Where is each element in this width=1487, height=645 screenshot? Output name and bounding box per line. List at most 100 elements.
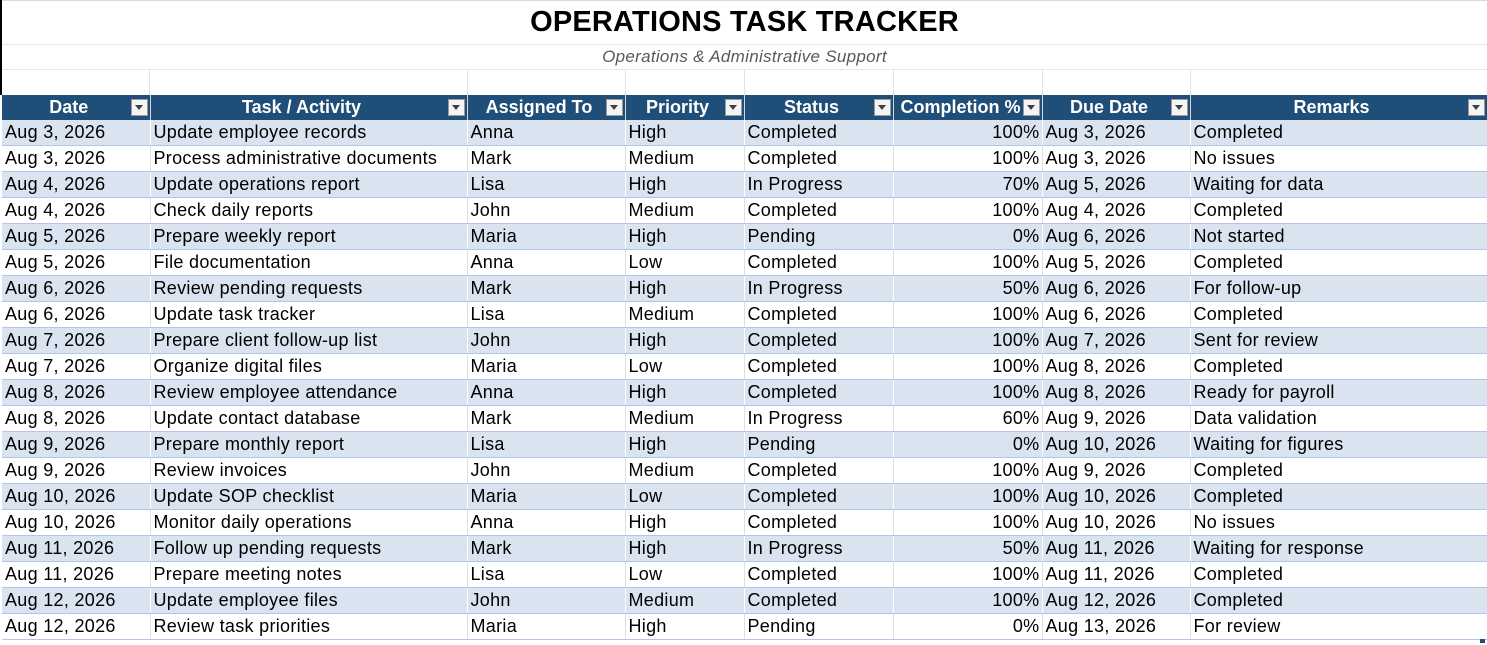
cell-priority[interactable]: High [625,509,745,536]
cell-task[interactable]: Update contact database [150,405,468,432]
cell-status[interactable]: In Progress [744,171,894,198]
cell-assigned[interactable]: John [467,587,626,614]
column-header-status[interactable]: Status [744,95,894,120]
cell-task[interactable]: Prepare client follow-up list [150,327,468,354]
column-header-completion[interactable]: Completion % [893,95,1043,120]
cell-task[interactable]: Prepare weekly report [150,223,468,250]
cell-status[interactable]: Completed [744,509,894,536]
cell-completion[interactable]: 70% [893,171,1043,198]
cell-completion[interactable]: 0% [893,613,1043,640]
cell-status[interactable]: Completed [744,353,894,380]
cell-date[interactable]: Aug 3, 2026 [2,145,151,172]
cell-assigned[interactable]: John [467,457,626,484]
cell-priority[interactable]: Low [625,561,745,588]
cell-assigned[interactable]: Maria [467,613,626,640]
cell-assigned[interactable]: Mark [467,145,626,172]
cell-status[interactable]: Completed [744,561,894,588]
cell-task[interactable]: Process administrative documents [150,145,468,172]
cell-due-date[interactable]: Aug 10, 2026 [1042,483,1191,510]
cell-status[interactable]: In Progress [744,535,894,562]
cell-date[interactable]: Aug 4, 2026 [2,171,151,198]
cell-task[interactable]: Update employee files [150,587,468,614]
cell-due-date[interactable]: Aug 11, 2026 [1042,561,1191,588]
cell-remarks[interactable]: Completed [1190,120,1487,146]
cell-due-date[interactable]: Aug 9, 2026 [1042,457,1191,484]
cell-remarks[interactable]: Completed [1190,353,1487,380]
cell-priority[interactable]: Medium [625,587,745,614]
cell-priority[interactable]: Medium [625,145,745,172]
column-header-assigned[interactable]: Assigned To [467,95,626,120]
cell-status[interactable]: Completed [744,301,894,328]
cell-task[interactable]: Review task priorities [150,613,468,640]
cell-due-date[interactable]: Aug 3, 2026 [1042,145,1191,172]
cell-task[interactable]: Prepare meeting notes [150,561,468,588]
cell-due-date[interactable]: Aug 10, 2026 [1042,509,1191,536]
cell-remarks[interactable]: Completed [1190,249,1487,276]
cell-completion[interactable]: 0% [893,223,1043,250]
cell-priority[interactable]: Medium [625,457,745,484]
cell-due-date[interactable]: Aug 4, 2026 [1042,197,1191,224]
filter-dropdown-button[interactable] [130,99,148,116]
cell-completion[interactable]: 50% [893,275,1043,302]
cell-priority[interactable]: Medium [625,405,745,432]
cell-task[interactable]: Update task tracker [150,301,468,328]
cell-status[interactable]: Pending [744,613,894,640]
cell-date[interactable]: Aug 4, 2026 [2,197,151,224]
cell-priority[interactable]: High [625,379,745,406]
cell-remarks[interactable]: Ready for payroll [1190,379,1487,406]
cell-remarks[interactable]: No issues [1190,509,1487,536]
cell-completion[interactable]: 100% [893,327,1043,354]
cell-assigned[interactable]: Anna [467,509,626,536]
cell-assigned[interactable]: Lisa [467,431,626,458]
column-header-task[interactable]: Task / Activity [150,95,468,120]
cell-completion[interactable]: 100% [893,197,1043,224]
cell-task[interactable]: Monitor daily operations [150,509,468,536]
table-resize-handle[interactable] [1480,639,1485,643]
cell-priority[interactable]: Medium [625,197,745,224]
cell-task[interactable]: File documentation [150,249,468,276]
cell-date[interactable]: Aug 10, 2026 [2,509,151,536]
cell-task[interactable]: Organize digital files [150,353,468,380]
cell-remarks[interactable]: No issues [1190,145,1487,172]
filter-dropdown-button[interactable] [447,99,465,116]
cell-status[interactable]: Pending [744,223,894,250]
column-header-date[interactable]: Date [2,95,151,120]
cell-date[interactable]: Aug 5, 2026 [2,249,151,276]
cell-priority[interactable]: Medium [625,301,745,328]
cell-priority[interactable]: Low [625,483,745,510]
cell-date[interactable]: Aug 9, 2026 [2,457,151,484]
cell-remarks[interactable]: For review [1190,613,1487,640]
cell-status[interactable]: Completed [744,379,894,406]
filter-dropdown-button[interactable] [605,99,623,116]
cell-completion[interactable]: 100% [893,457,1043,484]
cell-date[interactable]: Aug 9, 2026 [2,431,151,458]
cell-date[interactable]: Aug 8, 2026 [2,405,151,432]
cell-remarks[interactable]: Waiting for data [1190,171,1487,198]
cell-priority[interactable]: High [625,535,745,562]
cell-date[interactable]: Aug 11, 2026 [2,561,151,588]
cell-assigned[interactable]: Lisa [467,301,626,328]
cell-completion[interactable]: 100% [893,587,1043,614]
cell-remarks[interactable]: Waiting for figures [1190,431,1487,458]
filter-dropdown-button[interactable] [1467,99,1485,116]
cell-task[interactable]: Prepare monthly report [150,431,468,458]
cell-remarks[interactable]: Completed [1190,197,1487,224]
cell-priority[interactable]: Low [625,249,745,276]
cell-status[interactable]: Completed [744,145,894,172]
cell-status[interactable]: Completed [744,483,894,510]
cell-status[interactable]: Completed [744,587,894,614]
cell-date[interactable]: Aug 12, 2026 [2,587,151,614]
column-header-remarks[interactable]: Remarks [1190,95,1487,120]
cell-task[interactable]: Review invoices [150,457,468,484]
cell-assigned[interactable]: Mark [467,275,626,302]
cell-completion[interactable]: 60% [893,405,1043,432]
cell-date[interactable]: Aug 11, 2026 [2,535,151,562]
cell-date[interactable]: Aug 10, 2026 [2,483,151,510]
sheet-title[interactable]: OPERATIONS TASK TRACKER [2,1,1487,45]
cell-date[interactable]: Aug 12, 2026 [2,613,151,640]
cell-assigned[interactable]: Mark [467,535,626,562]
cell-status[interactable]: Completed [744,457,894,484]
filter-dropdown-button[interactable] [1022,99,1040,116]
cell-date[interactable]: Aug 7, 2026 [2,327,151,354]
cell-priority[interactable]: High [625,327,745,354]
